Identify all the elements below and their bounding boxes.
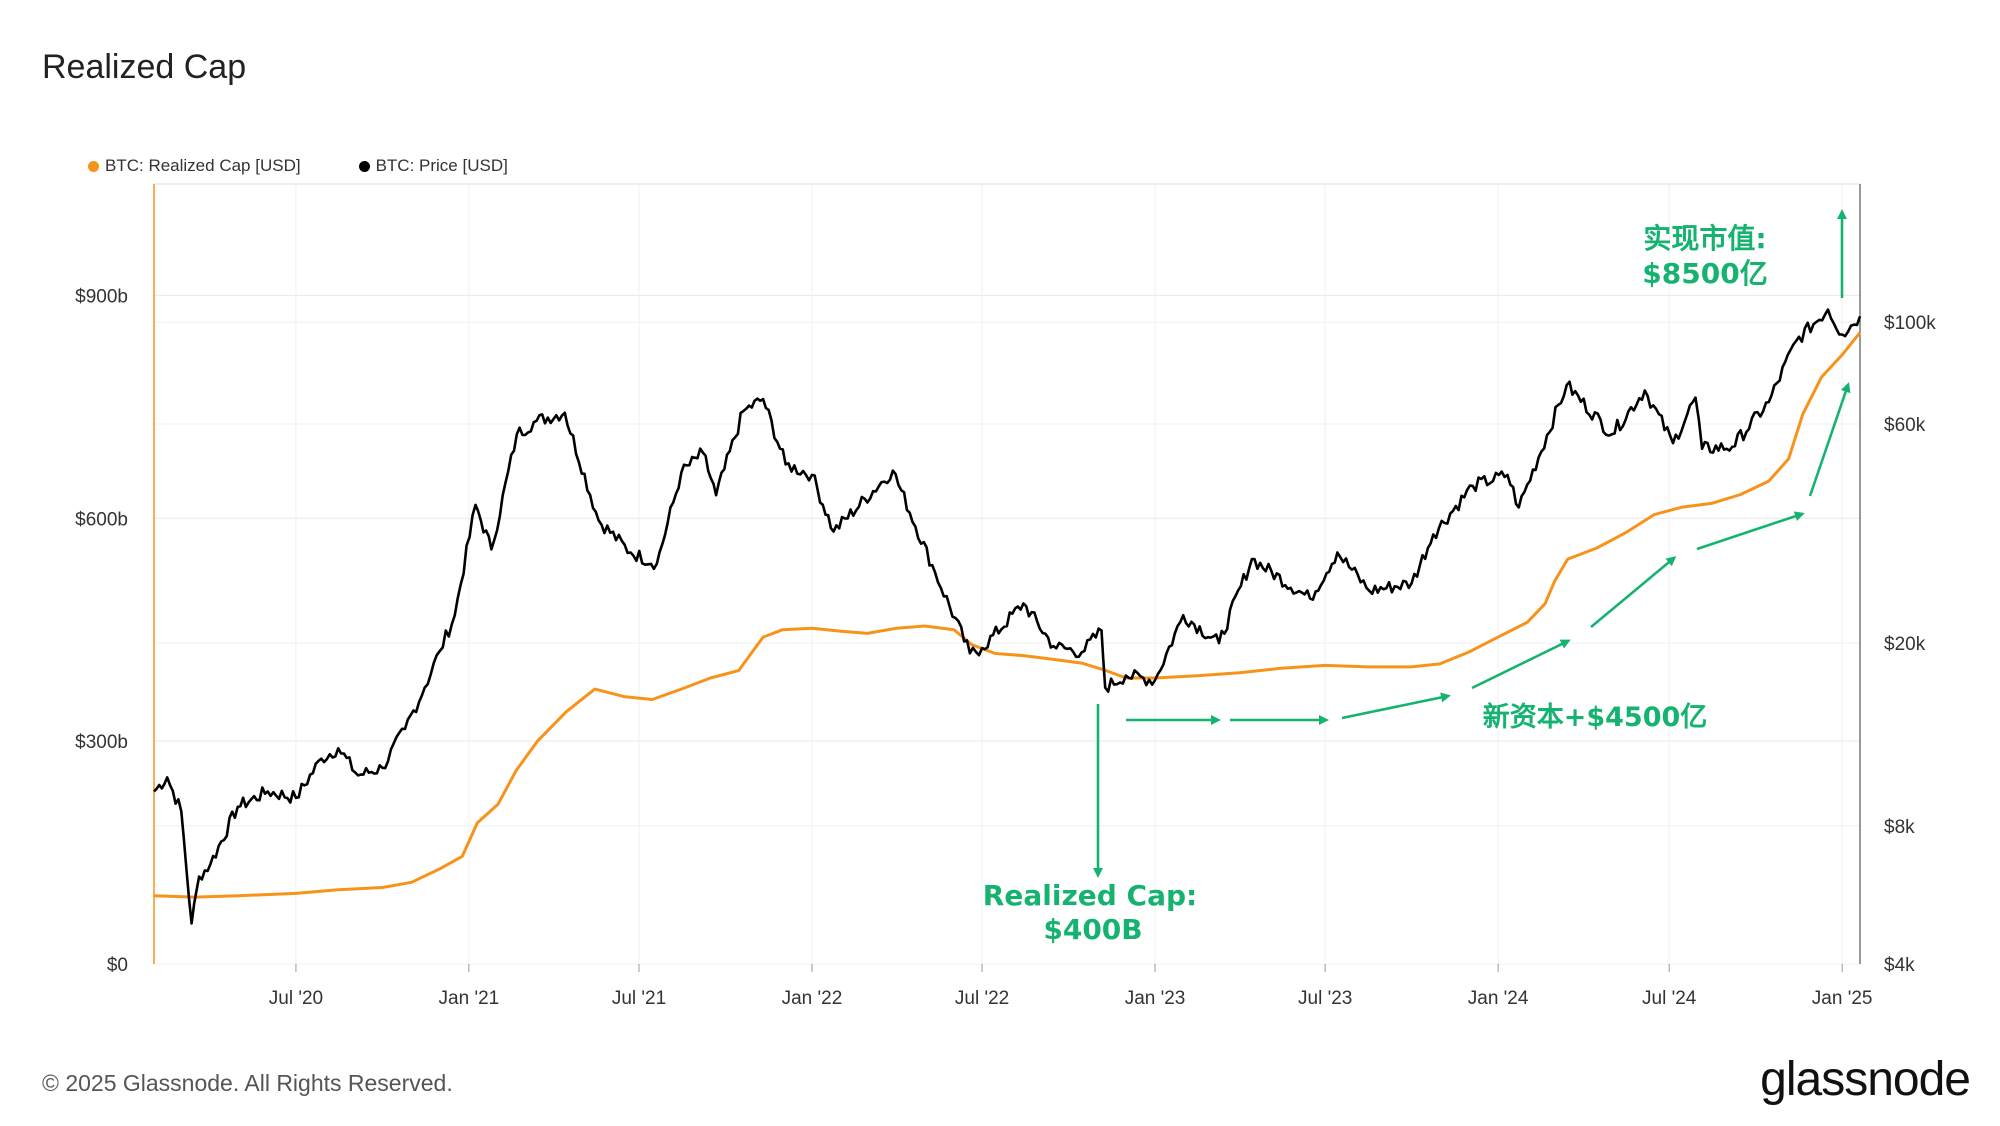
annotation-arrow <box>1696 511 1805 551</box>
series-line-realized-cap[interactable] <box>153 331 1862 899</box>
x-tick-label: Jan '25 <box>1812 988 1873 1009</box>
x-tick-label: Jul '22 <box>955 988 1009 1009</box>
series-line-price[interactable] <box>153 308 1862 925</box>
annotation-text-layer: 实现市值: $8500亿 Realized Cap: $400B 新资本+$45… <box>983 222 1768 946</box>
annotation-current-cap-line2: $8500亿 <box>1642 257 1767 290</box>
x-tick-label: Jan '21 <box>439 988 500 1009</box>
y-left-tick-label: $0 <box>107 955 128 976</box>
tick-layer: $0 $300b $600b $900b $4k $8k $20k $60k $100k Jul … <box>75 184 1936 1009</box>
legend-item-price[interactable]: BTC: Price [USD] <box>358 156 508 176</box>
x-tick-label: Jan '24 <box>1468 988 1529 1009</box>
legend-label-price: BTC: Price [USD] <box>375 156 508 175</box>
x-tick-label: Jan '22 <box>782 988 843 1009</box>
legend-item-realized-cap[interactable]: BTC: Realized Cap [USD] <box>88 156 301 176</box>
plot-area <box>153 183 1861 965</box>
annotation-current-cap-line1: 实现市值: <box>1643 222 1766 255</box>
copyright: © 2025 Glassnode. All Rights Reserved. <box>42 1070 453 1096</box>
annotation-arrows <box>1093 209 1851 878</box>
legend-dot-price <box>358 160 370 172</box>
annotation-new-capital: 新资本+$4500亿 <box>1483 701 1708 733</box>
series-layer <box>153 308 1862 925</box>
y-right-tick-label: $4k <box>1884 955 1915 976</box>
annotation-arrow <box>1471 639 1571 690</box>
x-tick-label: Jul '23 <box>1298 988 1352 1009</box>
annotation-low-cap-line2: $400B <box>1043 913 1142 946</box>
x-tick-label: Jan '23 <box>1125 988 1186 1009</box>
y-right-tick-label: $8k <box>1884 817 1915 838</box>
annotation-low-cap-line1: Realized Cap: <box>983 879 1197 912</box>
brand-logo: glassnode <box>1760 1053 1971 1106</box>
chart-title: Realized Cap <box>42 48 247 86</box>
legend-dot-realized-cap <box>88 160 99 172</box>
y-right-tick-label: $60k <box>1884 415 1926 436</box>
grid-layer <box>154 184 1860 965</box>
y-right-tick-label: $20k <box>1884 634 1926 655</box>
x-tick-label: Jul '24 <box>1642 988 1697 1009</box>
y-left-tick-label: $600b <box>75 509 128 530</box>
annotation-arrow <box>1341 692 1451 720</box>
x-tick-label: Jul '20 <box>269 988 323 1009</box>
legend: BTC: Realized Cap [USD] BTC: Price [USD] <box>88 156 508 176</box>
y-left-tick-label: $300b <box>75 732 128 753</box>
x-tick-label: Jul '21 <box>612 988 666 1009</box>
y-right-tick-label: $100k <box>1884 313 1936 334</box>
y-left-tick-label: $900b <box>75 286 128 307</box>
legend-label-realized-cap: BTC: Realized Cap [USD] <box>105 156 301 175</box>
annotation-arrow <box>1590 556 1677 628</box>
annotation-arrow <box>1808 382 1851 497</box>
